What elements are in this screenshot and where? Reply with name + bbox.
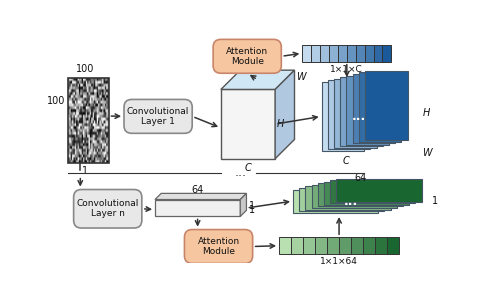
Bar [318, 183, 403, 207]
Bar [365, 71, 408, 140]
Bar [324, 182, 409, 205]
Bar [311, 185, 397, 208]
Bar [340, 77, 383, 147]
Bar [375, 237, 387, 254]
Text: 64: 64 [191, 185, 204, 195]
Text: Attention
Module: Attention Module [197, 237, 240, 256]
Bar [329, 45, 338, 62]
Text: 1×1×64: 1×1×64 [320, 257, 358, 266]
Text: Attention
Module: Attention Module [226, 46, 268, 66]
Text: Convolutional
Layer n: Convolutional Layer n [76, 199, 139, 218]
Bar [382, 45, 391, 62]
Bar [356, 45, 365, 62]
Bar [334, 79, 376, 148]
FancyBboxPatch shape [124, 99, 192, 133]
Bar [336, 179, 422, 202]
Bar [321, 82, 364, 151]
Bar [363, 237, 375, 254]
Text: ...: ... [344, 194, 358, 207]
Bar [303, 237, 315, 254]
Text: 1: 1 [249, 201, 255, 211]
Text: 1×1×C: 1×1×C [330, 65, 363, 74]
Polygon shape [240, 193, 247, 216]
Text: 1: 1 [249, 205, 255, 215]
Bar [365, 45, 373, 62]
Text: Convolutional
Layer 1: Convolutional Layer 1 [127, 107, 189, 126]
Bar [359, 73, 401, 142]
Text: W: W [423, 148, 432, 158]
Polygon shape [275, 70, 295, 159]
FancyBboxPatch shape [73, 189, 142, 228]
Text: ...: ... [351, 110, 366, 123]
Text: C: C [245, 163, 251, 173]
Bar [315, 237, 327, 254]
Polygon shape [221, 70, 295, 89]
Text: 1: 1 [82, 166, 88, 176]
Text: 100: 100 [76, 64, 94, 74]
Text: C: C [343, 156, 350, 166]
Bar [320, 45, 329, 62]
Bar [306, 186, 391, 210]
Bar [68, 78, 109, 163]
Text: ...: ... [234, 166, 246, 179]
Text: H: H [423, 107, 430, 118]
Polygon shape [155, 200, 240, 216]
Bar [291, 237, 303, 254]
Text: H: H [277, 119, 284, 129]
Polygon shape [221, 89, 275, 159]
FancyBboxPatch shape [213, 39, 281, 73]
Bar [387, 237, 399, 254]
Bar [351, 237, 363, 254]
Bar [346, 75, 389, 145]
Text: W: W [296, 72, 306, 82]
Bar [279, 237, 291, 254]
Bar [302, 45, 311, 62]
Bar [347, 45, 356, 62]
Bar [327, 237, 339, 254]
Bar [338, 45, 347, 62]
Bar [293, 189, 378, 213]
Bar [353, 74, 395, 143]
Text: 64: 64 [354, 173, 367, 183]
Text: 1: 1 [432, 196, 438, 206]
Bar [311, 45, 320, 62]
Bar [328, 80, 371, 149]
Text: 100: 100 [47, 96, 65, 106]
Bar [373, 45, 382, 62]
Bar [330, 180, 416, 203]
Polygon shape [155, 193, 247, 200]
FancyBboxPatch shape [185, 230, 252, 263]
Bar [299, 188, 384, 211]
Bar [339, 237, 351, 254]
